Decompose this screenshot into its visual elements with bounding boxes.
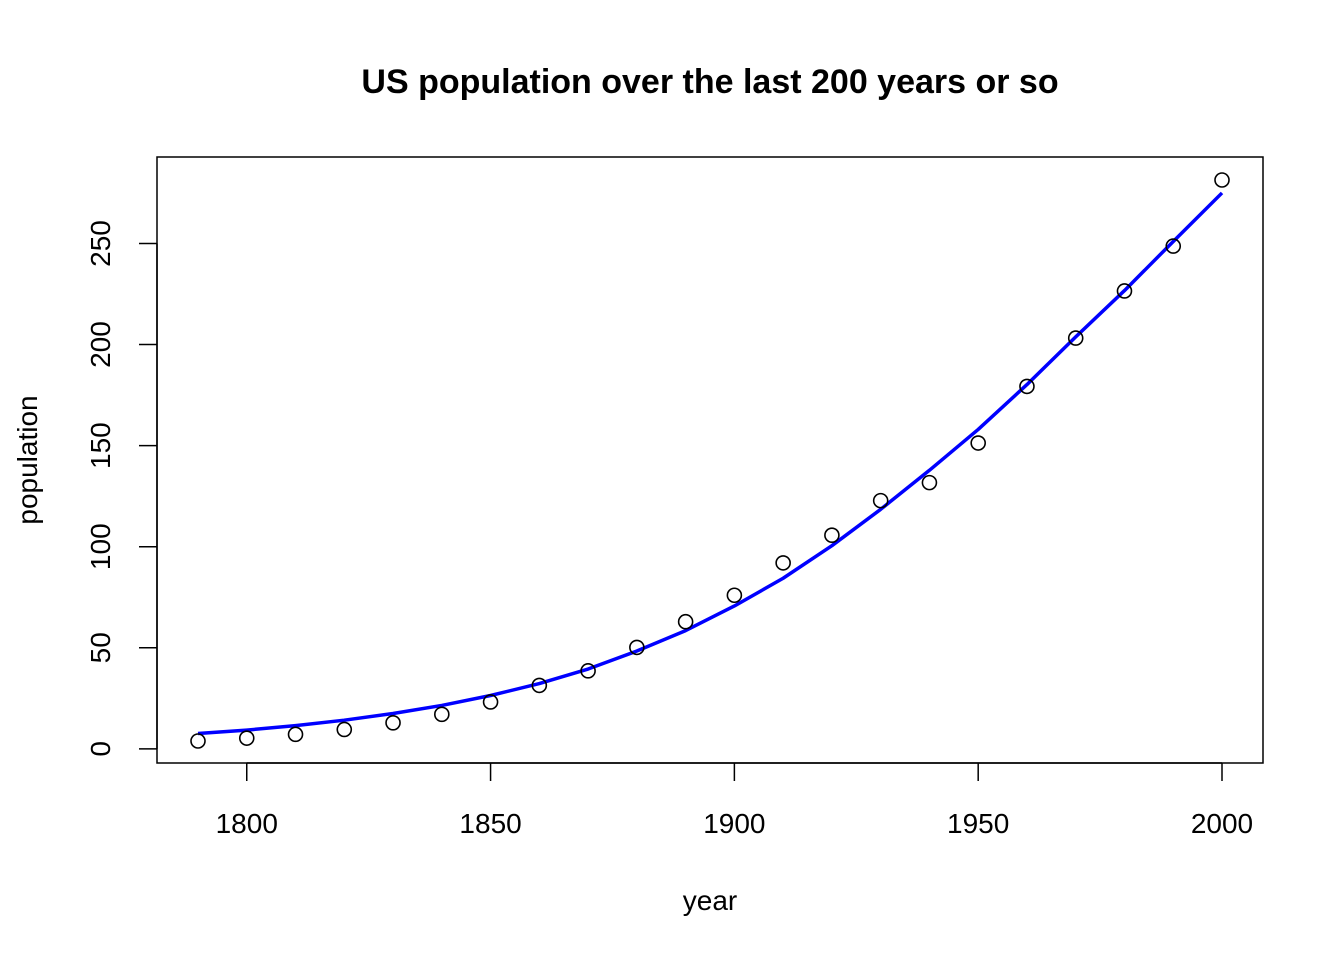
data-point [726, 587, 743, 604]
plot-area [190, 172, 1230, 749]
fit-line [197, 191, 1224, 736]
y-tick-label: 0 [85, 741, 116, 757]
y-tick-label: 200 [85, 321, 116, 368]
x-tick-label: 1850 [459, 808, 521, 839]
data-point [1116, 283, 1133, 299]
x-tick-label: 1800 [216, 808, 278, 839]
x-tick-label: 1900 [703, 808, 765, 839]
data-point [385, 715, 401, 731]
data-point [1019, 378, 1035, 395]
y-axis: 0 50 100 150 200 250 [85, 220, 158, 757]
data-point [482, 694, 499, 710]
data-point [1165, 238, 1182, 254]
data-point [336, 721, 353, 738]
y-tick-label: 150 [85, 422, 116, 469]
x-tick-label: 1950 [947, 808, 1009, 839]
data-point [287, 726, 304, 743]
data-point [970, 435, 986, 451]
y-axis-label: population [12, 395, 43, 524]
data-point [434, 706, 450, 723]
x-axis-label: year [683, 885, 737, 916]
data-point [580, 663, 596, 679]
data-point [629, 639, 645, 656]
data-point [824, 527, 840, 543]
data-point [775, 555, 791, 571]
x-tick-label: 2000 [1191, 808, 1253, 839]
data-point [677, 613, 694, 630]
data-point [1214, 172, 1230, 188]
data-point [921, 474, 938, 491]
data-point [531, 677, 548, 694]
y-tick-label: 100 [85, 523, 116, 570]
plot-frame [156, 156, 1264, 764]
data-point [238, 730, 255, 746]
x-axis: 1800 1850 1900 1950 2000 [216, 762, 1253, 839]
data-point [1067, 330, 1084, 346]
data-point [190, 733, 206, 749]
y-tick-label: 250 [85, 220, 116, 267]
y-tick-label: 50 [85, 632, 116, 663]
data-point [872, 492, 889, 509]
chart-title: US population over the last 200 years or… [361, 63, 1058, 101]
